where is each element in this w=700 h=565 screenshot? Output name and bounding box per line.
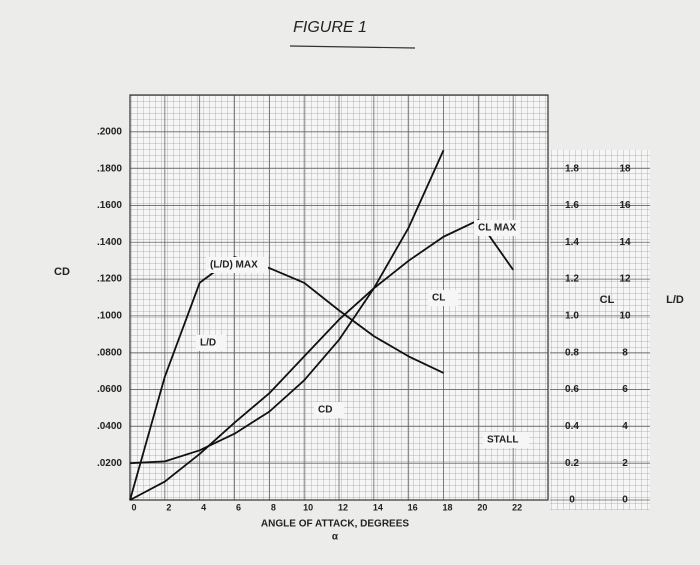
x-tick-label: 22	[512, 502, 522, 512]
y3-tick-label: 12	[619, 274, 631, 285]
annotation-box	[474, 220, 520, 236]
series-label: CD	[318, 405, 332, 416]
label-box	[196, 335, 226, 351]
y-tick-label: .1000	[97, 311, 122, 322]
cl-scale-grid	[550, 150, 600, 510]
x-axis-label: ANGLE OF ATTACK, DEGREES	[261, 519, 409, 530]
y2-tick-label: 1.0	[565, 311, 579, 322]
annotation-box	[206, 257, 268, 273]
x-tick-label: 2	[166, 502, 171, 512]
y3-tick-label: 14	[619, 237, 631, 248]
x-tick-label: 8	[271, 502, 276, 512]
x-tick-label: 10	[303, 502, 313, 512]
ld-scale-grid	[600, 150, 650, 510]
chart-title: FIGURE 1	[293, 19, 367, 36]
y2-tick-label: 0.4	[565, 421, 579, 432]
x-tick-label: 4	[201, 502, 206, 512]
plot-frame	[129, 94, 549, 501]
y3-tick-label: 10	[619, 311, 631, 322]
y3-tick-label: 0	[622, 495, 628, 506]
y-tick-label: .0200	[97, 458, 122, 469]
x-tick-label: 6	[236, 502, 241, 512]
series-line	[129, 149, 445, 465]
annotation: CL MAX	[478, 223, 516, 234]
y2-tick-label: 1.8	[565, 163, 579, 174]
label-box	[428, 290, 458, 306]
series-label: CL	[432, 293, 445, 304]
y3-tick-label: 8	[622, 347, 628, 358]
label-box	[314, 402, 344, 418]
annotation: STALL	[487, 435, 518, 446]
y2-tick-label: 1.4	[565, 237, 579, 248]
y3-tick-label: 4	[622, 421, 628, 432]
y-tick-label: .1200	[97, 274, 122, 285]
y3-tick-label: 2	[622, 458, 628, 469]
series-line	[129, 219, 514, 501]
y-tick-label: .1800	[97, 163, 122, 174]
x-axis-sublabel: α	[332, 532, 339, 543]
y-tick-label: .2000	[97, 126, 122, 137]
y-tick-label: .0800	[97, 347, 122, 358]
x-tick-label: 0	[131, 502, 136, 512]
y-tick-label: .0600	[97, 384, 122, 395]
annotation: (L/D) MAX	[210, 260, 258, 271]
y2-tick-label: 0.2	[565, 458, 579, 469]
annotation-box	[483, 432, 529, 448]
title-underline	[289, 45, 416, 49]
y2-tick-label: 1.6	[565, 200, 579, 211]
y-tick-label: .1600	[97, 200, 122, 211]
x-tick-label: 12	[338, 502, 348, 512]
y-tick-label: .0400	[97, 421, 122, 432]
series-label: L/D	[200, 338, 216, 349]
y2-tick-label: 1.2	[565, 274, 579, 285]
y2-tick-label: 0.8	[565, 347, 579, 358]
x-tick-label: 18	[442, 502, 452, 512]
y3-axis-label: L/D	[666, 294, 684, 306]
x-tick-label: 20	[477, 502, 487, 512]
x-tick-label: 16	[408, 502, 418, 512]
y-tick-label: .1400	[97, 237, 122, 248]
y2-axis-label: CL	[600, 294, 615, 306]
y2-tick-label: 0	[569, 495, 575, 506]
y3-tick-label: 6	[622, 384, 628, 395]
series-line	[129, 256, 444, 501]
x-tick-label: 14	[373, 502, 383, 512]
y-axis-label: CD	[54, 266, 70, 278]
y2-tick-label: 0.6	[565, 384, 579, 395]
y3-tick-label: 16	[619, 200, 631, 211]
y3-tick-label: 18	[619, 163, 631, 174]
